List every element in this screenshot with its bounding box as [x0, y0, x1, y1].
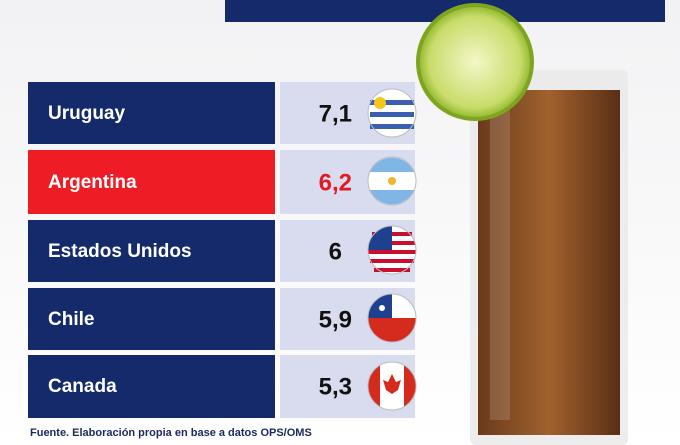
- row: Chile 5,9: [28, 288, 417, 350]
- flag-usa: [367, 225, 417, 275]
- row: Argentina 6,2: [28, 150, 417, 214]
- country-cell: [28, 82, 275, 144]
- country: Uruguay: [48, 103, 126, 124]
- value: 5,3: [319, 373, 352, 400]
- table: Uruguay 7,1 Argentina 6,2 Estados Unidos…: [28, 82, 417, 418]
- country-cell: [28, 150, 275, 214]
- flag-chile: [367, 293, 417, 343]
- country: Canada: [48, 376, 117, 397]
- country: Argentina: [48, 172, 137, 193]
- value: 5,9: [319, 306, 352, 333]
- row: Estados Unidos 6: [28, 220, 417, 282]
- country: Estados Unidos: [48, 241, 192, 262]
- flag-argentina: [367, 156, 417, 206]
- country: Chile: [48, 309, 94, 330]
- value: 7,1: [319, 100, 352, 127]
- country-cell: [28, 220, 275, 282]
- flag-uruguay: [367, 88, 417, 138]
- value: 6: [329, 238, 342, 265]
- country-cell: [28, 288, 275, 350]
- row: Canada 5,3: [28, 355, 417, 418]
- country-cell: [28, 355, 275, 418]
- glass: [416, 3, 628, 445]
- header-bar: [225, 0, 665, 22]
- row: Uruguay 7,1: [28, 82, 417, 144]
- source-note: Fuente. Elaboración propia en base a dat…: [30, 427, 312, 439]
- value: 6,2: [319, 169, 352, 196]
- flag-canada: [367, 361, 417, 411]
